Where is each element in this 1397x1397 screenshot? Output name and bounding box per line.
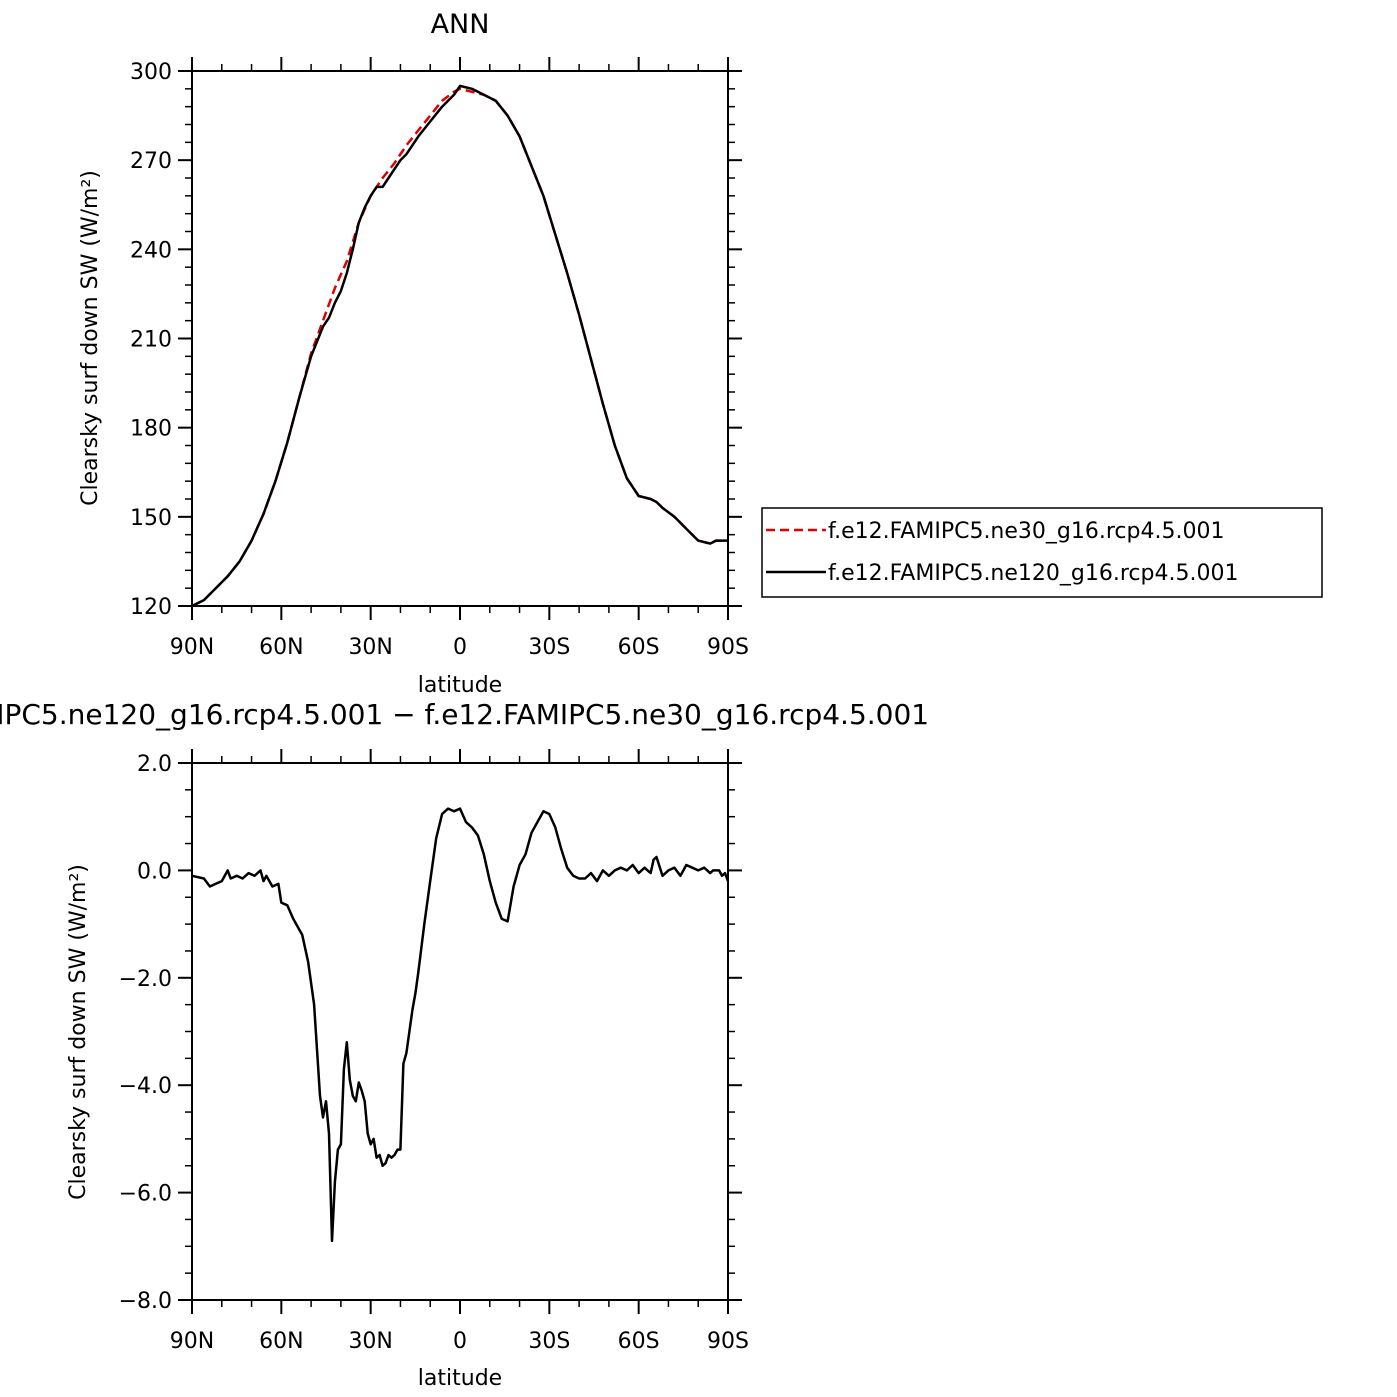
x-tick-label: 30N (348, 635, 392, 660)
x-tick-label: 90S (707, 635, 749, 660)
y-tick-label: 210 (130, 328, 172, 353)
y-tick-label: 300 (130, 60, 172, 85)
x-tick-label: 60N (259, 635, 303, 660)
legend: f.e12.FAMIPC5.ne30_g16.rcp4.5.001 f.e12.… (761, 507, 1323, 598)
chart-title: f.e12.FAMIPC5.ne120_g16.rcp4.5.001 − f.e… (0, 698, 929, 731)
x-tick-label: 30N (348, 1329, 392, 1354)
y-tick-label: 270 (130, 149, 172, 174)
x-tick-label: 60S (618, 1329, 660, 1354)
x-tick-label: 90N (170, 635, 214, 660)
y-axis-label: Clearsky surf down SW (W/m²) (78, 170, 103, 506)
x-tick-label: 0 (453, 1329, 467, 1354)
x-axis-label: latitude (418, 673, 502, 698)
plot-frame: 120 150 180 210 240 270 300 90N 60N 30N 0 30S 60S 90S (130, 57, 749, 660)
x-axis-label: latitude (418, 1366, 502, 1391)
x-tick-label: 0 (453, 635, 467, 660)
y-tick-label: −6.0 (119, 1182, 172, 1207)
bottom-chart: f.e12.FAMIPC5.ne120_g16.rcp4.5.001 − f.e… (0, 698, 929, 1391)
plot-frame: −8.0 −6.0 −4.0 −2.0 0.0 2.0 90N 60N 30N 0 30S 60S 90… (119, 749, 749, 1354)
legend-label-ne30: f.e12.FAMIPC5.ne30_g16.rcp4.5.001 (828, 519, 1224, 544)
x-tick-label: 90S (707, 1329, 749, 1354)
series-line-ne120 (191, 84, 728, 608)
top-chart: ANN 120 150 180 210 240 270 300 90N 60N 30N 0 30S 60… (78, 9, 1323, 698)
x-tick-label: 30S (528, 1329, 570, 1354)
y-tick-label: 240 (130, 238, 172, 263)
y-tick-label: 120 (130, 595, 172, 620)
y-tick-label: −2.0 (119, 967, 172, 992)
y-axis-label: Clearsky surf down SW (W/m²) (66, 864, 91, 1200)
x-tick-label: 60S (618, 635, 660, 660)
x-tick-label: 90N (170, 1329, 214, 1354)
chart-title: ANN (431, 9, 490, 40)
legend-box (761, 507, 1323, 598)
y-tick-label: −4.0 (119, 1074, 172, 1099)
series-lines (191, 84, 728, 608)
x-tick-label: 60N (259, 1329, 303, 1354)
y-tick-label: 150 (130, 506, 172, 531)
series-line-ne30 (191, 87, 728, 608)
legend-label-ne120: f.e12.FAMIPC5.ne120_g16.rcp4.5.001 (828, 561, 1238, 586)
x-tick-label: 30S (528, 635, 570, 660)
plot-border (191, 762, 729, 1301)
series-lines (191, 807, 730, 1243)
y-tick-label: −8.0 (119, 1289, 172, 1314)
y-tick-label: 180 (130, 417, 172, 442)
plot-border (191, 70, 729, 607)
y-tick-label: 0.0 (137, 859, 172, 884)
y-tick-label: 2.0 (137, 752, 172, 777)
series-line-difference (191, 807, 730, 1243)
